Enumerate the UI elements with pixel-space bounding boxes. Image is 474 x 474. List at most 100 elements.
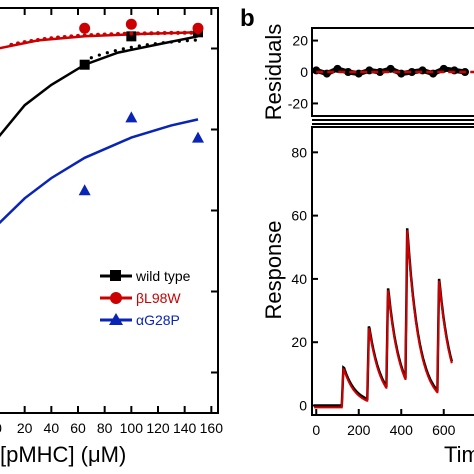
panel-a-legend: wild type βL98W αG28P bbox=[100, 268, 191, 328]
residuals-y-axis-label: Residuals bbox=[261, 24, 286, 121]
sensorgram-y-tick-label: 20 bbox=[291, 334, 307, 350]
fit-marker-bl98w bbox=[129, 31, 134, 36]
residuals-y-tick-label: 20 bbox=[292, 33, 308, 49]
fit-marker-wild-type bbox=[169, 40, 173, 44]
fit-marker-bl98w bbox=[149, 31, 154, 36]
sensorgram-data-line bbox=[314, 228, 454, 407]
fit-marker-wild-type bbox=[193, 38, 197, 42]
fit-marker-wild-type bbox=[153, 42, 157, 46]
fit-marker-bl98w bbox=[96, 32, 100, 37]
fit-marker-bl98w bbox=[9, 42, 14, 47]
panel-b-label: b bbox=[240, 5, 255, 32]
panel-a-fit-lines bbox=[0, 31, 199, 225]
fit-marker-bl98w bbox=[176, 30, 180, 35]
panel-a-x-tick-label: 120 bbox=[146, 420, 170, 436]
sensorgram-x-axis-label: Tim bbox=[444, 442, 474, 467]
fit-marker-bl98w bbox=[136, 31, 140, 36]
legend-marker-bl98w bbox=[110, 292, 122, 304]
sensorgram-ticks: 0 20 40 60 80 0 200 400 600 bbox=[291, 144, 455, 438]
fit-marker-wild-type bbox=[105, 51, 109, 55]
sensorgram-y-tick-label: 40 bbox=[291, 271, 307, 287]
data-point-wild-type bbox=[79, 59, 90, 70]
panel-a-x-tick-label: 20 bbox=[17, 420, 33, 436]
fit-marker-bl98w bbox=[22, 40, 27, 45]
data-point-ag28p bbox=[192, 131, 204, 143]
fit-marker-bl98w bbox=[82, 33, 87, 38]
panel-a-x-tick-label: 160 bbox=[200, 420, 224, 436]
fit-marker-bl98w bbox=[116, 32, 120, 37]
fit-marker-bl98w bbox=[142, 31, 147, 36]
legend-marker-wild-type bbox=[110, 270, 121, 281]
residuals-point bbox=[407, 68, 416, 76]
sensorgram-y-tick-label: 60 bbox=[291, 208, 307, 224]
fit-marker-bl98w bbox=[76, 33, 80, 38]
fit-marker-bl98w bbox=[36, 37, 40, 42]
sensorgram-x-tick-label: 0 bbox=[312, 422, 320, 438]
legend-label-ag28p: αG28P bbox=[136, 312, 180, 328]
fit-marker-wild-type bbox=[113, 49, 117, 53]
fit-line-ag28p bbox=[0, 118, 199, 225]
fit-marker-bl98w bbox=[182, 30, 187, 35]
fit-marker-bl98w bbox=[122, 31, 127, 36]
fit-line-bl98w bbox=[0, 31, 199, 50]
residuals-lines bbox=[312, 64, 474, 78]
fit-marker-bl98w bbox=[89, 33, 94, 38]
sensorgram-lines bbox=[314, 228, 454, 409]
fit-marker-bl98w bbox=[109, 32, 114, 37]
sensorgram-plot-frame bbox=[311, 126, 474, 416]
fit-marker-bl98w bbox=[162, 31, 167, 36]
panel-a-x-tick-label: 0 bbox=[0, 420, 2, 436]
fit-marker-bl98w bbox=[29, 38, 34, 43]
legend-marker-ag28p bbox=[109, 313, 123, 325]
fit-marker-wild-type bbox=[97, 53, 101, 57]
panel-a-plot-frame bbox=[0, 7, 219, 414]
data-point-ag28p bbox=[125, 111, 138, 123]
data-point-bl98w bbox=[192, 22, 204, 34]
sensorgram-x-tick-label: 400 bbox=[390, 422, 414, 438]
legend-label-wild-type: wild type bbox=[135, 268, 191, 284]
fit-marker-bl98w bbox=[196, 30, 200, 35]
panel-b: b -20 0 20 Residuals 0 20 40 60 80 0 200 400 600 R… bbox=[240, 5, 474, 467]
panel-a-x-tick-label: 80 bbox=[97, 420, 113, 436]
residuals-y-tick-label: 0 bbox=[300, 64, 308, 80]
fit-marker-wild-type bbox=[185, 39, 189, 43]
panel-a-x-tick-label: 40 bbox=[44, 420, 60, 436]
fit-marker-wild-type bbox=[89, 56, 93, 60]
fit-marker-bl98w bbox=[49, 36, 54, 41]
sensorgram-y-tick-label: 80 bbox=[291, 144, 307, 160]
residuals-ticks: -20 0 20 bbox=[288, 33, 318, 111]
residuals-y-tick-label: -20 bbox=[288, 95, 308, 111]
panel-a-x-tick-label: 60 bbox=[70, 420, 86, 436]
panel-a-x-axis-label: [pMHC] (μM) bbox=[0, 442, 126, 467]
data-point-ag28p bbox=[78, 184, 91, 196]
fit-marker-bl98w bbox=[42, 37, 47, 42]
residuals-point bbox=[376, 68, 384, 76]
data-point-wild-type bbox=[126, 31, 137, 42]
panel-a-x-tick-label: 100 bbox=[120, 420, 144, 436]
data-point-bl98w bbox=[79, 22, 91, 34]
sensorgram-y-axis-label: Response bbox=[261, 220, 286, 319]
sensorgram-y-tick-label: 0 bbox=[299, 398, 307, 414]
legend-label-bl98w: βL98W bbox=[136, 290, 181, 306]
sensorgram-x-tick-label: 200 bbox=[347, 422, 371, 438]
panel-a-x-tick-label: 140 bbox=[173, 420, 197, 436]
fit-marker-wild-type bbox=[129, 45, 133, 49]
fit-marker-wild-type bbox=[161, 41, 165, 45]
panel-a-data-points bbox=[9, 18, 204, 196]
fit-marker-wild-type bbox=[121, 47, 125, 51]
fit-marker-wild-type bbox=[137, 44, 141, 48]
fit-marker-bl98w bbox=[62, 34, 67, 39]
fit-marker-bl98w bbox=[56, 35, 60, 40]
sensorgram-fit-line bbox=[314, 230, 453, 409]
fit-marker-wild-type bbox=[145, 43, 149, 47]
sensorgram-x-tick-label: 600 bbox=[432, 422, 456, 438]
fit-marker-bl98w bbox=[169, 30, 174, 35]
data-point-bl98w bbox=[125, 18, 137, 30]
fit-marker-bl98w bbox=[16, 41, 20, 46]
fit-marker-bl98w bbox=[156, 31, 160, 36]
fit-marker-bl98w bbox=[189, 30, 194, 35]
fit-marker-wild-type bbox=[177, 39, 181, 43]
